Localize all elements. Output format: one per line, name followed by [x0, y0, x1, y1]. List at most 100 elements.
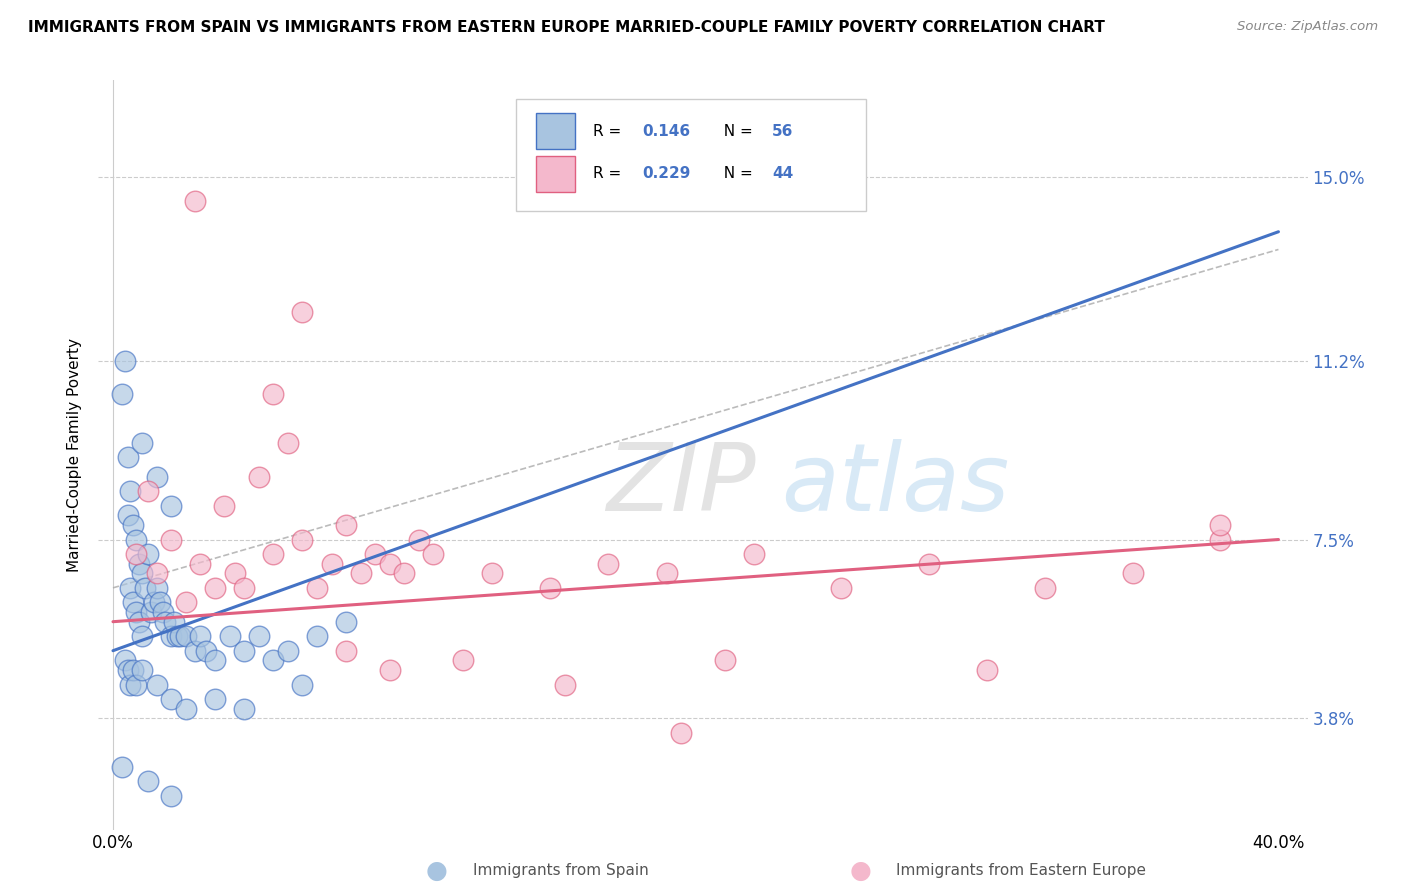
Point — [262, 547, 284, 561]
Point — [538, 581, 561, 595]
Point — [378, 557, 401, 571]
Point — [262, 387, 284, 401]
Point — [174, 629, 197, 643]
Point — [335, 615, 357, 629]
Point — [1209, 533, 1232, 547]
Point — [291, 533, 314, 547]
Point — [145, 677, 167, 691]
Point — [262, 653, 284, 667]
Point — [212, 499, 235, 513]
Point — [233, 581, 256, 595]
Point — [128, 557, 150, 571]
Point — [136, 484, 159, 499]
Point — [125, 605, 148, 619]
Point — [481, 566, 503, 581]
Point — [183, 194, 205, 208]
Point — [291, 677, 314, 691]
Point — [114, 653, 136, 667]
Point — [277, 435, 299, 450]
Point — [742, 547, 765, 561]
Point — [117, 450, 139, 465]
Text: 56: 56 — [772, 124, 793, 139]
Point — [190, 629, 212, 643]
Point — [125, 677, 148, 691]
Point — [160, 789, 183, 803]
Point — [136, 774, 159, 789]
Point — [163, 615, 186, 629]
Point — [125, 533, 148, 547]
Point — [120, 677, 142, 691]
Text: N =: N = — [714, 167, 758, 181]
Point — [139, 605, 162, 619]
Point — [277, 643, 299, 657]
Point — [195, 643, 218, 657]
Point — [218, 629, 240, 643]
Point — [305, 629, 328, 643]
Point — [321, 557, 343, 571]
Point — [233, 643, 256, 657]
Point — [120, 581, 142, 595]
Point — [190, 557, 212, 571]
Point — [125, 547, 148, 561]
Point — [598, 557, 620, 571]
Point — [378, 663, 401, 677]
Point — [122, 595, 145, 609]
Text: Immigrants from Spain: Immigrants from Spain — [474, 863, 650, 879]
Point — [247, 469, 270, 483]
Point — [976, 663, 998, 677]
Text: ZIP: ZIP — [606, 440, 756, 531]
Point — [335, 518, 357, 533]
Point — [136, 547, 159, 561]
Text: Immigrants from Eastern Europe: Immigrants from Eastern Europe — [897, 863, 1146, 879]
Text: ●: ● — [849, 859, 872, 883]
Point — [714, 653, 737, 667]
FancyBboxPatch shape — [536, 156, 575, 192]
Point — [291, 305, 314, 319]
Point — [224, 566, 246, 581]
Text: atlas: atlas — [782, 440, 1010, 531]
Point — [122, 663, 145, 677]
Text: 0.229: 0.229 — [643, 167, 690, 181]
Point — [451, 653, 474, 667]
Point — [122, 518, 145, 533]
Text: 44: 44 — [772, 167, 793, 181]
Point — [111, 387, 134, 401]
FancyBboxPatch shape — [516, 99, 866, 211]
Point — [152, 605, 174, 619]
Point — [145, 581, 167, 595]
Text: IMMIGRANTS FROM SPAIN VS IMMIGRANTS FROM EASTERN EUROPE MARRIED-COUPLE FAMILY PO: IMMIGRANTS FROM SPAIN VS IMMIGRANTS FROM… — [28, 20, 1105, 35]
Point — [111, 760, 134, 774]
Point — [134, 581, 156, 595]
Point — [160, 499, 183, 513]
Point — [131, 629, 153, 643]
Point — [1209, 518, 1232, 533]
Point — [1033, 581, 1056, 595]
Point — [918, 557, 941, 571]
Point — [204, 653, 226, 667]
Text: ●: ● — [426, 859, 449, 883]
Point — [155, 615, 177, 629]
Text: 0.146: 0.146 — [643, 124, 690, 139]
Point — [350, 566, 373, 581]
Point — [669, 726, 692, 740]
Y-axis label: Married-Couple Family Poverty: Married-Couple Family Poverty — [67, 338, 83, 572]
Point — [114, 353, 136, 368]
Point — [830, 581, 852, 595]
Point — [128, 615, 150, 629]
Text: R =: R = — [593, 124, 626, 139]
Point — [183, 643, 205, 657]
Point — [233, 702, 256, 716]
Point — [335, 643, 357, 657]
Text: Source: ZipAtlas.com: Source: ZipAtlas.com — [1237, 20, 1378, 33]
Point — [117, 508, 139, 523]
Point — [408, 533, 430, 547]
Text: N =: N = — [714, 124, 758, 139]
Point — [149, 595, 172, 609]
Point — [145, 566, 167, 581]
Point — [305, 581, 328, 595]
Point — [422, 547, 444, 561]
Point — [160, 533, 183, 547]
Point — [364, 547, 387, 561]
Point — [142, 595, 165, 609]
Point — [131, 435, 153, 450]
